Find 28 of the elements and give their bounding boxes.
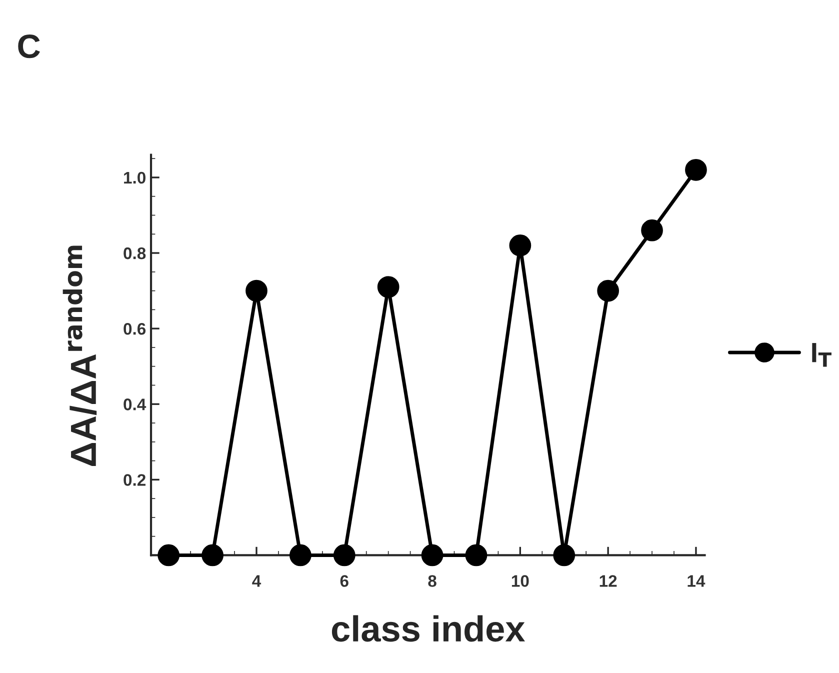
x-tick-label: 4 (252, 575, 262, 587)
point (641, 219, 663, 242)
point (509, 234, 532, 256)
point (333, 544, 356, 566)
point (553, 544, 576, 566)
y-axis-title: ΔA/ΔA$^{random}$ (62, 246, 97, 466)
y-tick-label: 0.2 (124, 474, 146, 486)
point (597, 280, 620, 302)
point (290, 544, 312, 566)
y-tick-label: 1.0 (124, 172, 146, 184)
point (246, 280, 268, 302)
point (685, 158, 707, 181)
point (158, 544, 180, 566)
y-tick-label: 0.8 (124, 247, 146, 260)
legend-label: I$_{T}$ (812, 343, 832, 367)
point (421, 544, 444, 566)
x-axis-title: class index (332, 615, 525, 642)
y-tick-label: 0.6 (124, 322, 146, 335)
x-tick-label: 6 (340, 575, 348, 587)
x-tick-label: 10 (512, 575, 529, 587)
chart-title: C (18, 34, 40, 58)
x-tick-label: 8 (428, 575, 436, 587)
x-tick-label: 14 (688, 575, 706, 587)
point (465, 544, 488, 566)
point (377, 276, 400, 298)
x-tick-label: 12 (600, 575, 617, 587)
point (202, 544, 224, 566)
y-tick-label: 0.4 (124, 398, 146, 410)
